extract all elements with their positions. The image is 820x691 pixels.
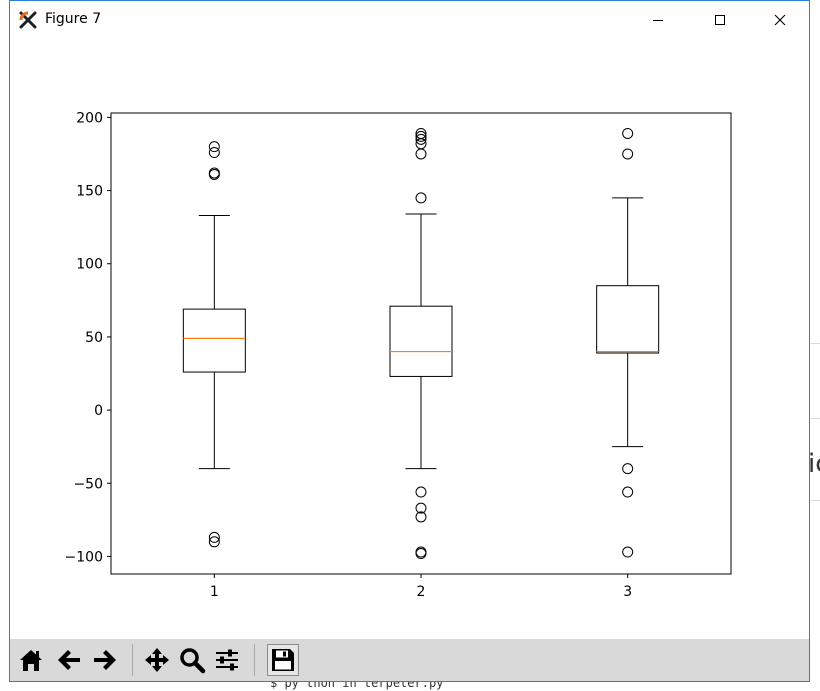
matplotlib-logo-icon [19, 11, 37, 29]
outlier-point [208, 141, 220, 153]
outlier-point [415, 133, 427, 145]
move-icon [145, 648, 169, 672]
y-tick-label: 150 [76, 184, 103, 200]
floppy-disk-icon [272, 649, 294, 671]
outlier-point [415, 130, 427, 142]
outlier-point [208, 168, 220, 180]
outlier-point [622, 463, 634, 475]
home-button[interactable] [15, 644, 47, 676]
x-tick-label: 2 [417, 584, 426, 600]
outlier-point [622, 546, 634, 558]
outlier-point [415, 192, 427, 204]
outlier-point [622, 127, 634, 139]
maximize-icon [715, 15, 725, 25]
box-iqr [389, 305, 453, 377]
maximize-button[interactable] [697, 1, 743, 39]
y-tick-label: 100 [76, 257, 103, 273]
outlier-point [415, 548, 427, 560]
forward-button[interactable] [89, 644, 121, 676]
back-button[interactable] [53, 644, 85, 676]
background-partial-glyph: ic [808, 449, 820, 479]
figure-canvas[interactable]: 200 150 100 50 0 −50 −100 1 2 3 [10, 39, 809, 639]
configure-subplots-button[interactable] [211, 644, 243, 676]
outlier-point [208, 536, 220, 548]
figure-window: Figure 7 200 150 100 50 0 −50 −100 1 2 3 [9, 0, 810, 682]
outlier-point [208, 531, 220, 543]
arrow-left-icon [58, 650, 80, 670]
title-bar[interactable]: Figure 7 [10, 1, 809, 39]
outlier-point [415, 148, 427, 160]
box-iqr [182, 308, 246, 373]
y-tick-label: −100 [65, 549, 103, 565]
y-tick-label: 0 [94, 403, 103, 419]
boxplot-chart: 200 150 100 50 0 −50 −100 1 2 3 [65, 110, 732, 600]
window-title: Figure 7 [45, 11, 102, 27]
minimize-icon [653, 20, 663, 21]
home-icon [20, 650, 42, 671]
save-button[interactable] [267, 644, 299, 676]
close-icon [774, 14, 786, 26]
box-iqr [596, 285, 660, 354]
outlier-point [208, 147, 220, 159]
minimize-button[interactable] [635, 1, 681, 39]
arrow-right-icon [94, 650, 116, 670]
toolbar-separator [254, 644, 255, 676]
outlier-point [415, 502, 427, 514]
toolbar-separator [132, 644, 133, 676]
pan-button[interactable] [141, 644, 173, 676]
outlier-point [622, 148, 634, 160]
plot-axes-frame [110, 112, 732, 575]
outlier-point [415, 511, 427, 523]
background-divider [811, 343, 820, 344]
y-tick-label: 50 [85, 330, 103, 346]
background-window-edge [811, 0, 820, 691]
outlier-point [415, 486, 427, 498]
outlier-point [415, 138, 427, 150]
background-divider [811, 500, 820, 501]
y-tick-label: −50 [73, 476, 103, 492]
outlier-point [622, 486, 634, 498]
background-divider [811, 418, 820, 419]
zoom-button[interactable] [176, 644, 208, 676]
close-button[interactable] [757, 1, 803, 39]
x-tick-label: 1 [210, 584, 219, 600]
navigation-toolbar [10, 639, 809, 681]
sliders-icon [216, 649, 238, 671]
x-tick-label: 3 [623, 584, 632, 600]
y-tick-label: 200 [76, 110, 103, 126]
magnifier-icon [180, 648, 206, 674]
